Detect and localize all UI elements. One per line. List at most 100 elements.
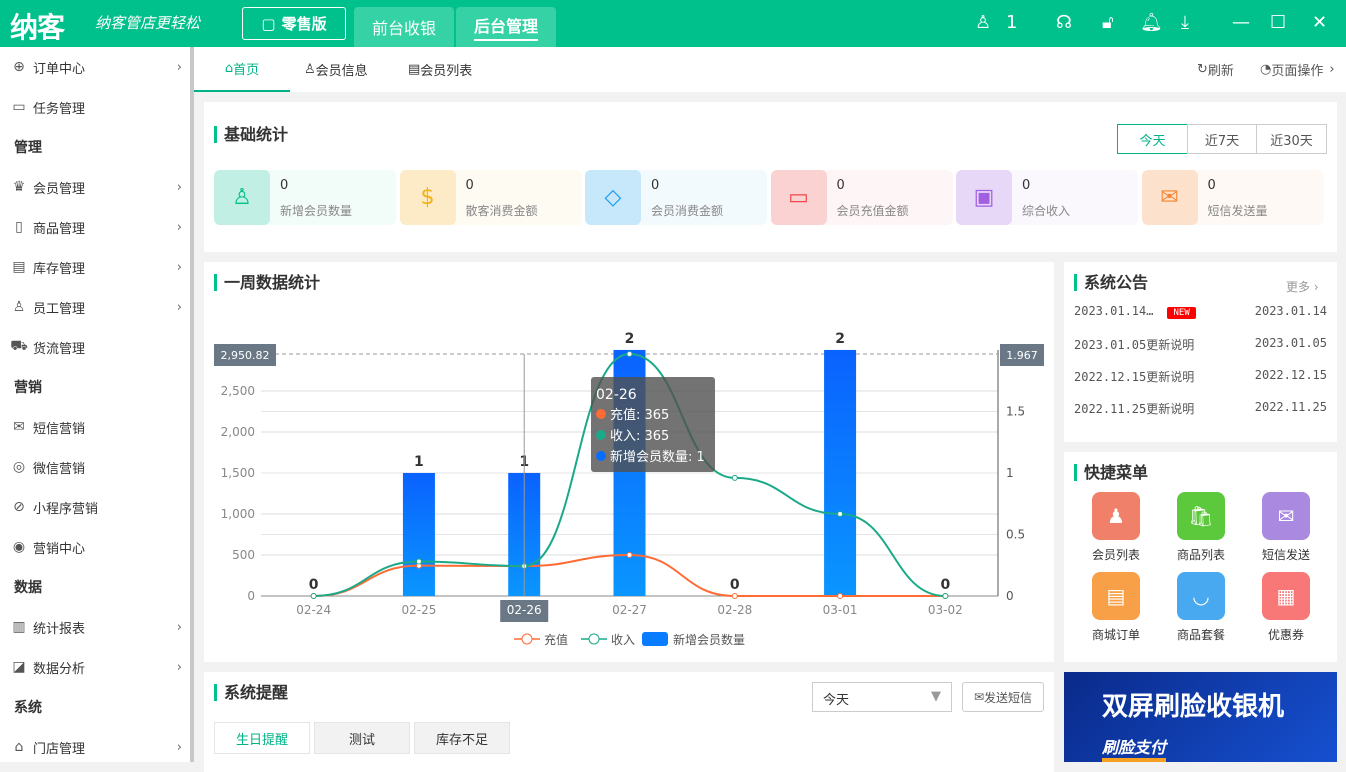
bell-icon[interactable]: 🔔︎ (1140, 12, 1163, 33)
notice-item[interactable]: 2022.12.15更新说明 2022.12.15 (1074, 368, 1327, 385)
home-icon: ⌂ (224, 61, 234, 76)
basket-icon: ◡ (1177, 572, 1225, 620)
refresh-label: 刷新 (1207, 64, 1234, 79)
stat-tile[interactable]: ♙ 0 新增会员数量 (214, 170, 396, 225)
stat-tile[interactable]: ▣ 0 综合收入 (956, 170, 1138, 225)
stat-value: 0 (280, 178, 289, 193)
range-30days[interactable]: 近30天 (1256, 124, 1327, 154)
promo-banner[interactable]: 双屏刷脸收银机 刷脸支付 (1064, 672, 1337, 762)
quick-menu-item[interactable]: ▦ 优惠券 (1251, 572, 1321, 643)
edition-button[interactable]: ▢ 零售版 (242, 7, 346, 40)
y-right-tick: 1 (1006, 466, 1014, 480)
sidebar-item[interactable]: ▯ 商品管理 › (0, 207, 190, 247)
refresh-icon: ↻ (1197, 62, 1208, 77)
x-tick: 02-27 (612, 603, 647, 617)
quick-menu-item[interactable]: ▤ 商城订单 (1081, 572, 1151, 643)
sidebar-item-label: 门店管理 (33, 741, 86, 757)
stat-tile[interactable]: ✉ 0 短信发送量 (1141, 170, 1324, 225)
sidebar-item[interactable]: ◪ 数据分析 › (0, 647, 190, 687)
user-icon[interactable]: ♙ (975, 12, 992, 33)
range-7days[interactable]: 近7天 (1187, 124, 1257, 154)
quick-title: 快捷菜单 (1074, 464, 1148, 481)
sidebar-item[interactable]: ▤ 库存管理 › (0, 247, 190, 287)
section-title: 基础统计 (214, 126, 288, 143)
logo: 纳客 (10, 11, 65, 44)
notice-date: 2022.12.15 (1254, 368, 1327, 382)
slogan: 纳客管店更轻松 (95, 14, 201, 32)
tooltip-title: 02-26 (596, 387, 637, 403)
quick-label: 商品列表 (1176, 548, 1225, 562)
sidebar-item[interactable]: ⊕ 订单中心 › (0, 47, 190, 87)
sidebar-item-label: 任务管理 (33, 101, 86, 117)
caret-down-icon: ▼ (931, 689, 941, 704)
quick-menu-item[interactable]: ✉ 短信发送 (1251, 492, 1321, 563)
tab-test[interactable]: 测试 (314, 722, 410, 754)
mail-icon: ✉ (13, 419, 25, 435)
sidebar-item[interactable]: ⊘ 小程序营销 (0, 487, 190, 527)
sidebar-item[interactable]: ▭ 任务管理 (0, 87, 190, 127)
sidebar-item[interactable]: ⌂ 门店管理 › (0, 727, 190, 767)
quick-menu-item[interactable]: ♟ 会员列表 (1081, 492, 1151, 563)
tab-label: 后台管理 (473, 13, 538, 41)
sidebar-item-label: 数据 (14, 580, 42, 596)
sidebar-item[interactable]: ✉ 短信营销 (0, 407, 190, 447)
tab-backend[interactable]: 后台管理 (456, 7, 556, 47)
x-pointer-label (500, 600, 549, 622)
range-today[interactable]: 今天 (1117, 124, 1188, 154)
tab-home[interactable]: ⌂ 首页 (194, 47, 290, 92)
tab-front-cashier[interactable]: 前台收银 (354, 7, 454, 47)
maximize-icon[interactable]: ☐ (1270, 12, 1287, 33)
stat-value: 0 (651, 178, 660, 193)
quick-menu-item[interactable]: ◡ 商品套餐 (1166, 572, 1236, 643)
stat-icon: ✉ (1141, 170, 1198, 225)
truck-icon: ⛟ (10, 338, 28, 354)
notice-item[interactable]: 2023.01.05更新说明 2023.01.05 (1074, 336, 1327, 353)
stat-tile[interactable]: $0 散客消费金额 (399, 170, 582, 225)
notice-date: 2022.11.25 (1254, 400, 1327, 414)
notice-item[interactable]: 2023.01.14… NEW 2023.01.14 (1074, 304, 1327, 319)
tab-member-info[interactable]: ♙ 会员信息 (304, 47, 368, 92)
refresh-button[interactable]: ↻ 刷新 (1197, 47, 1234, 92)
date-select[interactable]: 今天 ▼ (812, 682, 952, 712)
stat-tile[interactable]: ▭ 0 会员充值金额 (770, 170, 953, 225)
download-icon[interactable]: ⤓ (1181, 12, 1189, 33)
sidebar-item-label: 系统 (14, 700, 42, 716)
tab-member-list[interactable]: ▤ 会员列表 (408, 47, 472, 92)
sidebar-item[interactable]: ♙ 员工管理 › (0, 287, 190, 327)
line-chart-icon: ◪ (12, 659, 26, 675)
data-point (837, 593, 844, 599)
stat-label: 会员充值金额 (836, 204, 909, 218)
minimize-icon[interactable]: — (1232, 12, 1250, 33)
stat-tile[interactable]: ◇ 0 会员消费金额 (585, 170, 767, 225)
gauge-icon: ◔ (1260, 62, 1272, 77)
quick-label: 商品套餐 (1176, 628, 1225, 642)
data-point (731, 593, 738, 599)
tab-low-stock[interactable]: 库存不足 (414, 722, 510, 754)
stat-icon: ▭ (770, 170, 827, 225)
page-ops-label: 页面操作 (1271, 64, 1324, 79)
send-sms-button[interactable]: ✉ 发送短信 (962, 682, 1044, 712)
sidebar-scrollbar[interactable] (190, 47, 194, 762)
lock-icon[interactable]: 🔓︎ (1102, 12, 1114, 33)
send-label: 发送短信 (984, 690, 1033, 705)
tab-label: 会员信息 (315, 64, 368, 79)
sidebar-item-label: 管理 (14, 140, 42, 156)
sidebar-item[interactable]: ◉ 营销中心 (0, 527, 190, 567)
sidebar-item[interactable]: ◎ 微信营销 (0, 447, 190, 487)
notice-item[interactable]: 2022.11.25更新说明 2022.11.25 (1074, 400, 1327, 417)
sidebar-item[interactable]: ♛ 会员管理 › (0, 167, 190, 207)
sidebar-item[interactable]: ⛟ 货流管理 (0, 327, 190, 367)
close-icon[interactable]: ✕ (1312, 12, 1328, 33)
stat-value: 0 (1207, 178, 1216, 193)
quick-menu-item[interactable]: 🛍︎ 商品列表 (1166, 492, 1236, 563)
more-link[interactable]: 更多 › (1286, 280, 1319, 294)
stat-label: 综合收入 (1022, 204, 1071, 218)
tab-birthday[interactable]: 生日提醒 (214, 722, 310, 754)
page-ops-button[interactable]: ◔ 页面操作 › (1260, 47, 1335, 92)
sidebar-item[interactable]: ▥ 统计报表 › (0, 607, 190, 647)
y-right-tick: 0.5 (1006, 527, 1025, 541)
y-left-tick: 2,500 (221, 384, 255, 398)
chevron-right-icon: › (176, 259, 182, 275)
headset-icon[interactable]: ☊ (1056, 12, 1072, 33)
